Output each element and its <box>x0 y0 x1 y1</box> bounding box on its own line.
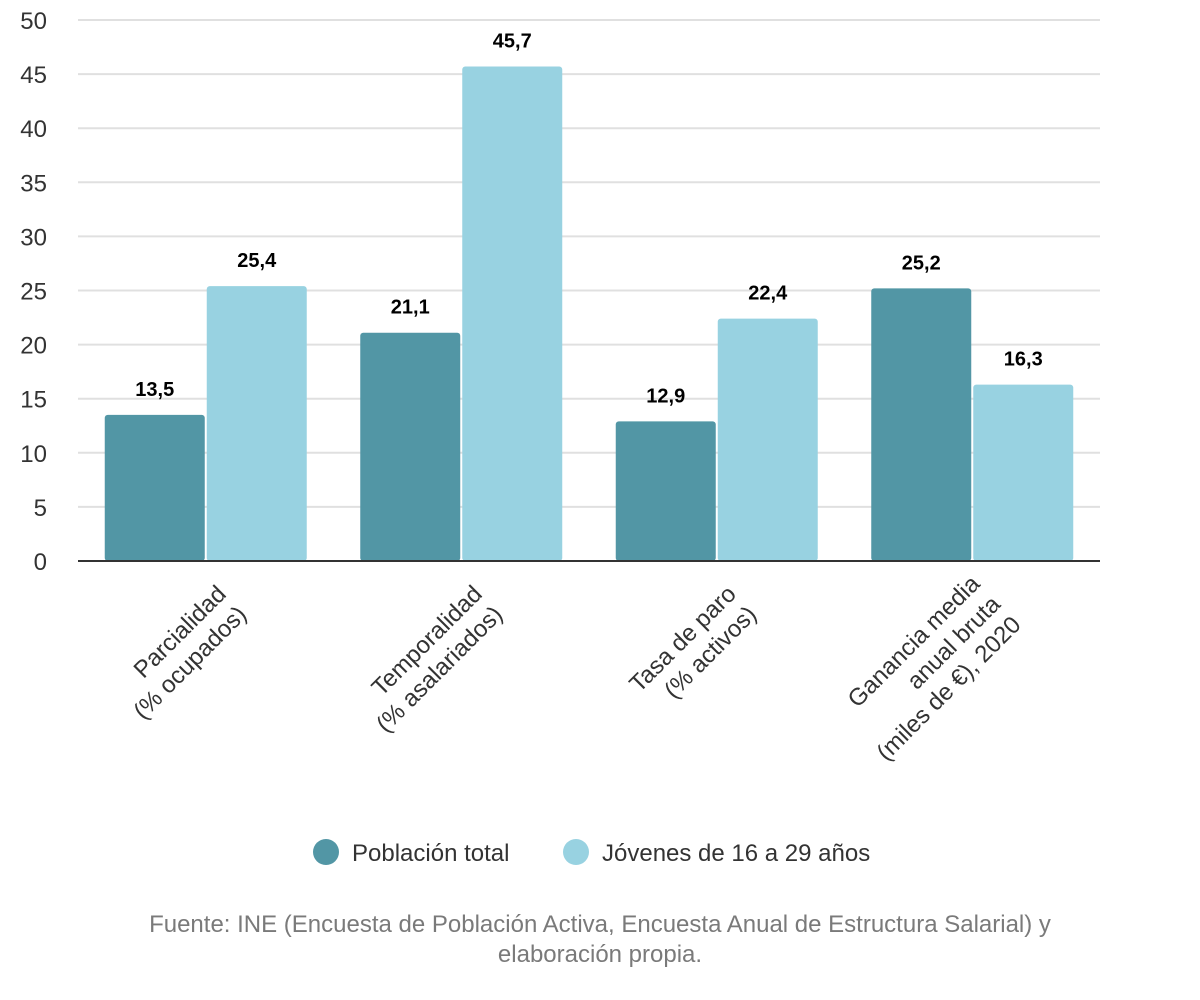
bar-poblacion-total-0 <box>104 414 205 561</box>
data-label: 13,5 <box>135 379 174 401</box>
y-tick-label: 5 <box>34 495 47 522</box>
source-note: Fuente: INE (Encuesta de Población Activ… <box>149 911 1051 968</box>
legend-marker <box>563 839 589 865</box>
y-tick-label: 40 <box>20 116 47 143</box>
bar-jovenes-2 <box>717 318 818 561</box>
y-tick-label: 15 <box>20 387 47 414</box>
bar-jovenes-3 <box>973 384 1074 561</box>
y-tick-label: 50 <box>20 8 47 35</box>
legend-marker <box>313 839 339 865</box>
bar-jovenes-0 <box>206 286 307 561</box>
data-label: 12,9 <box>646 385 685 407</box>
bar-poblacion-total-1 <box>360 332 461 561</box>
legend: Población total Jóvenes de 16 a 29 años <box>313 839 870 867</box>
y-tick-label: 10 <box>20 441 47 468</box>
data-labels: 13,5 25,4 21,1 45,7 12,9 22,4 25,2 16,3 <box>135 31 1042 408</box>
data-label: 25,2 <box>902 252 941 274</box>
bars <box>104 66 1074 561</box>
data-label: 16,3 <box>1004 349 1043 371</box>
y-tick-label: 0 <box>34 549 47 576</box>
bar-poblacion-total-3 <box>871 288 972 561</box>
y-tick-label: 35 <box>20 170 47 197</box>
legend-label: Población total <box>352 840 509 867</box>
data-label: 25,4 <box>237 250 277 272</box>
bar-poblacion-total-2 <box>615 421 716 561</box>
data-label: 45,7 <box>493 31 532 53</box>
category-label: Temporalidad(% asalariados) <box>351 581 508 738</box>
data-label: 22,4 <box>748 283 788 305</box>
y-axis: 0 5 10 15 20 25 30 35 40 45 50 <box>20 8 47 576</box>
y-tick-label: 45 <box>20 62 47 89</box>
legend-label: Jóvenes de 16 a 29 años <box>602 840 870 867</box>
y-tick-label: 30 <box>20 224 47 251</box>
category-label: Ganancia mediaanual bruta(miles de €), 2… <box>830 570 1026 766</box>
bar-jovenes-1 <box>462 66 563 561</box>
y-tick-label: 25 <box>20 279 47 306</box>
x-axis: Parcialidad(% ocupados) Temporalidad(% as… <box>78 560 1100 766</box>
category-label: Parcialidad(% ocupados) <box>108 581 252 725</box>
y-tick-label: 20 <box>20 333 47 360</box>
category-label: Tasa de paro(% activos) <box>624 581 762 719</box>
data-label: 21,1 <box>391 297 430 319</box>
